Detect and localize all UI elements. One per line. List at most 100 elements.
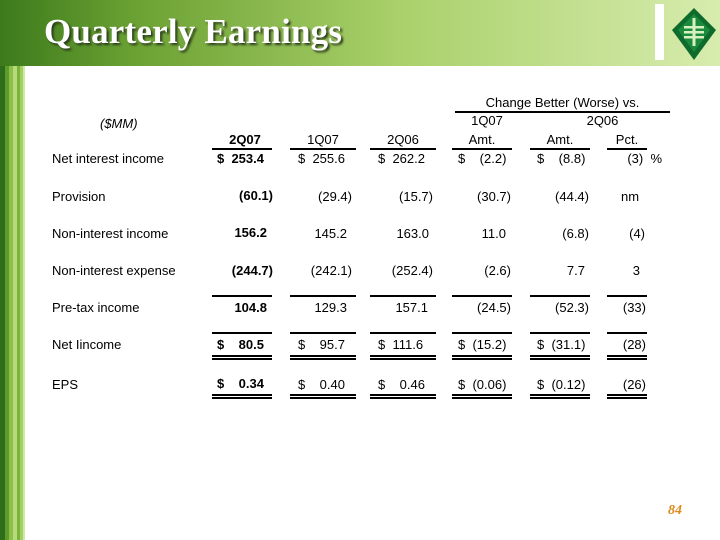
cell: (242.1) (310, 263, 352, 278)
col-header-1q07-amt: Amt. (468, 132, 496, 147)
cell: (29.4) (318, 189, 352, 204)
double-rule (607, 355, 647, 357)
col-header-1q07: 1Q07 (307, 132, 339, 147)
cell: (2.6) (484, 263, 511, 278)
header-band (0, 0, 720, 66)
double-rule (452, 397, 512, 399)
double-rule (212, 355, 272, 357)
col-rule-2q06 (370, 148, 436, 150)
subtotal-rule (530, 295, 590, 297)
cell: (26) (622, 377, 646, 392)
double-rule (452, 394, 512, 396)
double-rule (370, 397, 436, 399)
cell: $ (2.2) (458, 151, 507, 166)
cell: $ 80.5 (217, 337, 264, 352)
subtotal-rule (370, 295, 436, 297)
subtotal-rule (607, 295, 647, 297)
double-rule (607, 394, 647, 396)
cell: (4) (629, 226, 645, 241)
cell: $ (0.06) (458, 377, 507, 392)
bank-logo-icon (672, 8, 716, 60)
subtotal-rule (452, 295, 512, 297)
cell: 3 (632, 263, 640, 278)
change-header-rule (455, 111, 670, 113)
cell: $ 0.46 (378, 377, 425, 392)
cell: $ 253.4 (217, 151, 264, 166)
cell: $ (31.1) (537, 337, 586, 352)
col-rule-2q07 (212, 148, 272, 150)
cell: 104.8 (234, 300, 267, 315)
double-rule (290, 394, 356, 396)
cell: (252.4) (391, 263, 433, 278)
double-rule (607, 358, 647, 360)
group-1q07: 1Q07 (471, 113, 503, 128)
cell: $ (0.12) (537, 377, 586, 392)
subtotal-rule (370, 332, 436, 334)
cell: (33) (622, 300, 646, 315)
double-rule (370, 394, 436, 396)
page-title: Quarterly Earnings (44, 12, 343, 51)
row-label-net-income: Net Iincome (52, 337, 122, 352)
row-label-net-interest-income: Net interest income (52, 151, 164, 166)
double-rule (452, 355, 512, 357)
cell: (3) % (627, 151, 662, 166)
col-rule-1q07-amt (452, 148, 512, 150)
cell: (6.8) (562, 226, 589, 241)
row-label-non-interest-expense: Non-interest expense (52, 263, 176, 278)
cell: $ 95.7 (298, 337, 345, 352)
double-rule (212, 394, 272, 396)
cell: nm (621, 189, 640, 204)
left-stripes (0, 0, 28, 540)
subtotal-rule (452, 332, 512, 334)
col-header-2q06-amt: Amt. (546, 132, 574, 147)
group-2q06: 2Q06 (586, 113, 619, 128)
double-rule (290, 358, 356, 360)
col-rule-2q06-amt (530, 148, 590, 150)
cell: (30.7) (477, 189, 511, 204)
units-label: ($MM) (100, 116, 138, 131)
double-rule (212, 397, 272, 399)
cell: $ 262.2 (378, 151, 425, 166)
cell: $ (15.2) (458, 337, 507, 352)
row-label-non-interest-income: Non-interest income (52, 226, 169, 241)
subtotal-rule (212, 332, 272, 334)
cell: $ 0.40 (298, 377, 345, 392)
col-header-2q06-pct: Pct. (615, 132, 639, 147)
subtotal-rule (212, 295, 272, 297)
double-rule (530, 355, 590, 357)
col-header-2q07: 2Q07 (229, 132, 261, 147)
row-label-provision: Provision (52, 189, 106, 204)
cell: 157.1 (395, 300, 428, 315)
cell: $ 255.6 (298, 151, 345, 166)
subtotal-rule (290, 332, 356, 334)
double-rule (290, 397, 356, 399)
subtotal-rule (607, 332, 647, 334)
double-rule (370, 355, 436, 357)
cell: (24.5) (477, 300, 511, 315)
logo-divider (655, 4, 664, 60)
double-rule (370, 358, 436, 360)
cell: 145.2 (314, 226, 347, 241)
col-header-2q06: 2Q06 (387, 132, 419, 147)
subtotal-rule (290, 295, 356, 297)
col-rule-1q07 (290, 148, 356, 150)
double-rule (530, 358, 590, 360)
cell: (44.4) (555, 189, 589, 204)
col-rule-2q06-pct (607, 148, 647, 150)
cell: (244.7) (231, 263, 273, 278)
cell: 156.2 (234, 225, 267, 240)
cell: $ 0.34 (217, 376, 264, 391)
subtotal-rule (530, 332, 590, 334)
cell: 11.0 (481, 226, 506, 241)
double-rule (530, 397, 590, 399)
row-label-pre-tax-income: Pre-tax income (52, 300, 140, 315)
cell: 163.0 (396, 226, 429, 241)
change-header: Change Better (Worse) vs. (485, 95, 640, 110)
double-rule (290, 355, 356, 357)
double-rule (607, 397, 647, 399)
cell: 129.3 (314, 300, 347, 315)
cell: (28) (622, 337, 646, 352)
page-number: 84 (668, 503, 682, 518)
cell: (15.7) (399, 189, 433, 204)
double-rule (212, 358, 272, 360)
